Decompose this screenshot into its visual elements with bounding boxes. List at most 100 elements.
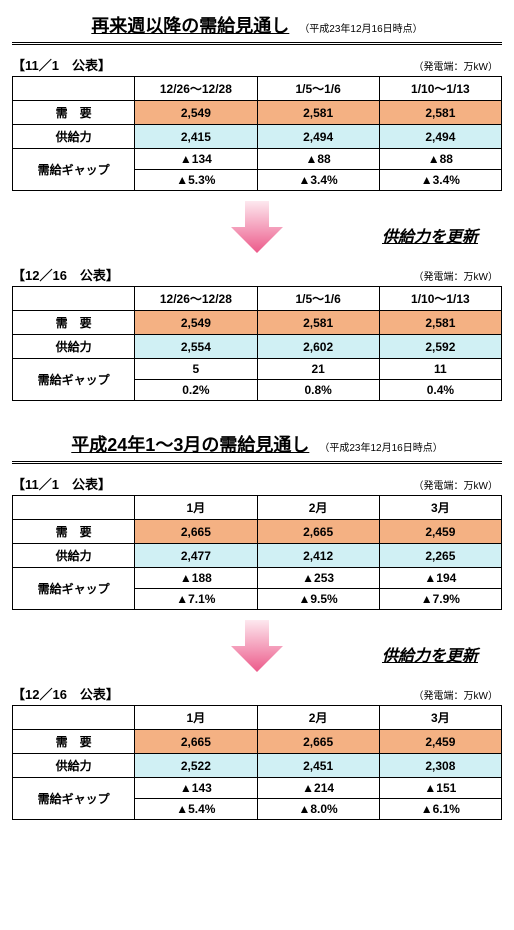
section-b1-unit: （発電端：万kW） [414, 477, 498, 492]
section-a1-label: 【11／1 公表】 [12, 55, 111, 74]
table-a1-supply-1: 2,494 [257, 125, 379, 149]
table-b1-demand-2: 2,459 [379, 520, 501, 544]
table-b2-supply-label: 供給力 [13, 754, 135, 778]
table-a1-col-2: 1/10～1/13 [379, 77, 501, 101]
table-a1-gapabs-1: ▲88 [257, 149, 379, 170]
table-a2-demand-0: 2,549 [135, 311, 257, 335]
table-b2-supply-0: 2,522 [135, 754, 257, 778]
table-b1: 1月 2月 3月 需 要 2,665 2,665 2,459 供給力 2,477… [12, 495, 502, 610]
section-a2-unit: （発電端：万kW） [414, 268, 498, 283]
table-a2-gappct-2: 0.4% [379, 380, 501, 401]
table-b1-supply-1: 2,412 [257, 544, 379, 568]
table-b1-col-2: 3月 [379, 496, 501, 520]
table-b1-supply-2: 2,265 [379, 544, 501, 568]
table-a2-col-2: 1/10～1/13 [379, 287, 501, 311]
table-a2-gappct-1: 0.8% [257, 380, 379, 401]
table-b1-gapabs-2: ▲194 [379, 568, 501, 589]
table-a2-demand-label: 需 要 [13, 311, 135, 335]
table-a1-gappct-2: ▲3.4% [379, 170, 501, 191]
table-a2-supply-1: 2,602 [257, 335, 379, 359]
table-b1-gappct-0: ▲7.1% [135, 589, 257, 610]
table-a1-corner [13, 77, 135, 101]
table-a1: 12/26～12/28 1/5～1/6 1/10～1/13 需 要 2,549 … [12, 76, 502, 191]
table-b1-gap-label: 需給ギャップ [13, 568, 135, 610]
table-a2-gapabs-1: 21 [257, 359, 379, 380]
section-a1-unit: （発電端：万kW） [414, 58, 498, 73]
table-b2-demand-label: 需 要 [13, 730, 135, 754]
down-arrow-icon [227, 616, 287, 676]
section-a2-header: 【12／16 公表】 （発電端：万kW） [12, 265, 502, 284]
arrow-label-2: 供給力を更新 [382, 642, 478, 666]
table-a2-col-0: 12/26～12/28 [135, 287, 257, 311]
table-a1-demand-label: 需 要 [13, 101, 135, 125]
table-b2-col-2: 3月 [379, 706, 501, 730]
table-a1-gapabs-0: ▲134 [135, 149, 257, 170]
table-b2-supply-2: 2,308 [379, 754, 501, 778]
table-a1-gap-label: 需給ギャップ [13, 149, 135, 191]
table-b1-gappct-2: ▲7.9% [379, 589, 501, 610]
table-a2-corner [13, 287, 135, 311]
table-a1-supply-2: 2,494 [379, 125, 501, 149]
table-b1-corner [13, 496, 135, 520]
table-b2-demand-1: 2,665 [257, 730, 379, 754]
table-a1-demand-2: 2,581 [379, 101, 501, 125]
table-a1-demand-0: 2,549 [135, 101, 257, 125]
table-a1-gapabs-2: ▲88 [379, 149, 501, 170]
section-b1-label: 【11／1 公表】 [12, 474, 111, 493]
table-a2: 12/26～12/28 1/5～1/6 1/10～1/13 需 要 2,549 … [12, 286, 502, 401]
section-a2-label: 【12／16 公表】 [12, 265, 119, 284]
down-arrow-icon [227, 197, 287, 257]
table-b1-gapabs-0: ▲188 [135, 568, 257, 589]
arrow-block-1: 供給力を更新 [12, 197, 502, 261]
table-a2-gapabs-2: 11 [379, 359, 501, 380]
table-b1-supply-label: 供給力 [13, 544, 135, 568]
table-b2-gapabs-1: ▲214 [257, 778, 379, 799]
arrow-block-2: 供給力を更新 [12, 616, 502, 680]
table-a1-gappct-1: ▲3.4% [257, 170, 379, 191]
table-a2-demand-1: 2,581 [257, 311, 379, 335]
table-a2-supply-0: 2,554 [135, 335, 257, 359]
title-2-note: （平成23年12月16日時点） [319, 439, 442, 454]
table-a1-demand-1: 2,581 [257, 101, 379, 125]
table-a1-supply-0: 2,415 [135, 125, 257, 149]
table-b2-gapabs-2: ▲151 [379, 778, 501, 799]
table-a1-col-0: 12/26～12/28 [135, 77, 257, 101]
section-a1-header: 【11／1 公表】 （発電端：万kW） [12, 55, 502, 74]
title-1-note: （平成23年12月16日時点） [299, 20, 422, 35]
table-a2-gappct-0: 0.2% [135, 380, 257, 401]
table-b2-gappct-0: ▲5.4% [135, 799, 257, 820]
table-b1-demand-label: 需 要 [13, 520, 135, 544]
arrow-label-1: 供給力を更新 [382, 223, 478, 247]
double-rule-1 [12, 42, 502, 45]
table-b1-demand-1: 2,665 [257, 520, 379, 544]
table-b2-gapabs-0: ▲143 [135, 778, 257, 799]
title-2-main: 平成24年1～3月の需給見通し [71, 431, 309, 457]
table-a1-gappct-0: ▲5.3% [135, 170, 257, 191]
table-b2-gappct-2: ▲6.1% [379, 799, 501, 820]
table-b1-demand-0: 2,665 [135, 520, 257, 544]
table-b1-col-1: 2月 [257, 496, 379, 520]
table-a2-supply-2: 2,592 [379, 335, 501, 359]
table-a2-gap-label: 需給ギャップ [13, 359, 135, 401]
double-rule-2 [12, 461, 502, 464]
title-1-main: 再来週以降の需給見通し [91, 12, 289, 38]
table-b2-demand-2: 2,459 [379, 730, 501, 754]
title-1-row: 再来週以降の需給見通し （平成23年12月16日時点） [12, 12, 502, 38]
table-b2-demand-0: 2,665 [135, 730, 257, 754]
table-a1-supply-label: 供給力 [13, 125, 135, 149]
table-a2-col-1: 1/5～1/6 [257, 287, 379, 311]
table-b2-gappct-1: ▲8.0% [257, 799, 379, 820]
table-b1-gappct-1: ▲9.5% [257, 589, 379, 610]
section-b1-header: 【11／1 公表】 （発電端：万kW） [12, 474, 502, 493]
table-a2-demand-2: 2,581 [379, 311, 501, 335]
table-b2-col-0: 1月 [135, 706, 257, 730]
title-2-row: 平成24年1～3月の需給見通し （平成23年12月16日時点） [12, 431, 502, 457]
table-b2: 1月 2月 3月 需 要 2,665 2,665 2,459 供給力 2,522… [12, 705, 502, 820]
table-a1-col-1: 1/5～1/6 [257, 77, 379, 101]
table-a2-gapabs-0: 5 [135, 359, 257, 380]
table-b2-corner [13, 706, 135, 730]
section-b2-header: 【12／16 公表】 （発電端：万kW） [12, 684, 502, 703]
section-b2-label: 【12／16 公表】 [12, 684, 119, 703]
table-b1-supply-0: 2,477 [135, 544, 257, 568]
table-b1-gapabs-1: ▲253 [257, 568, 379, 589]
